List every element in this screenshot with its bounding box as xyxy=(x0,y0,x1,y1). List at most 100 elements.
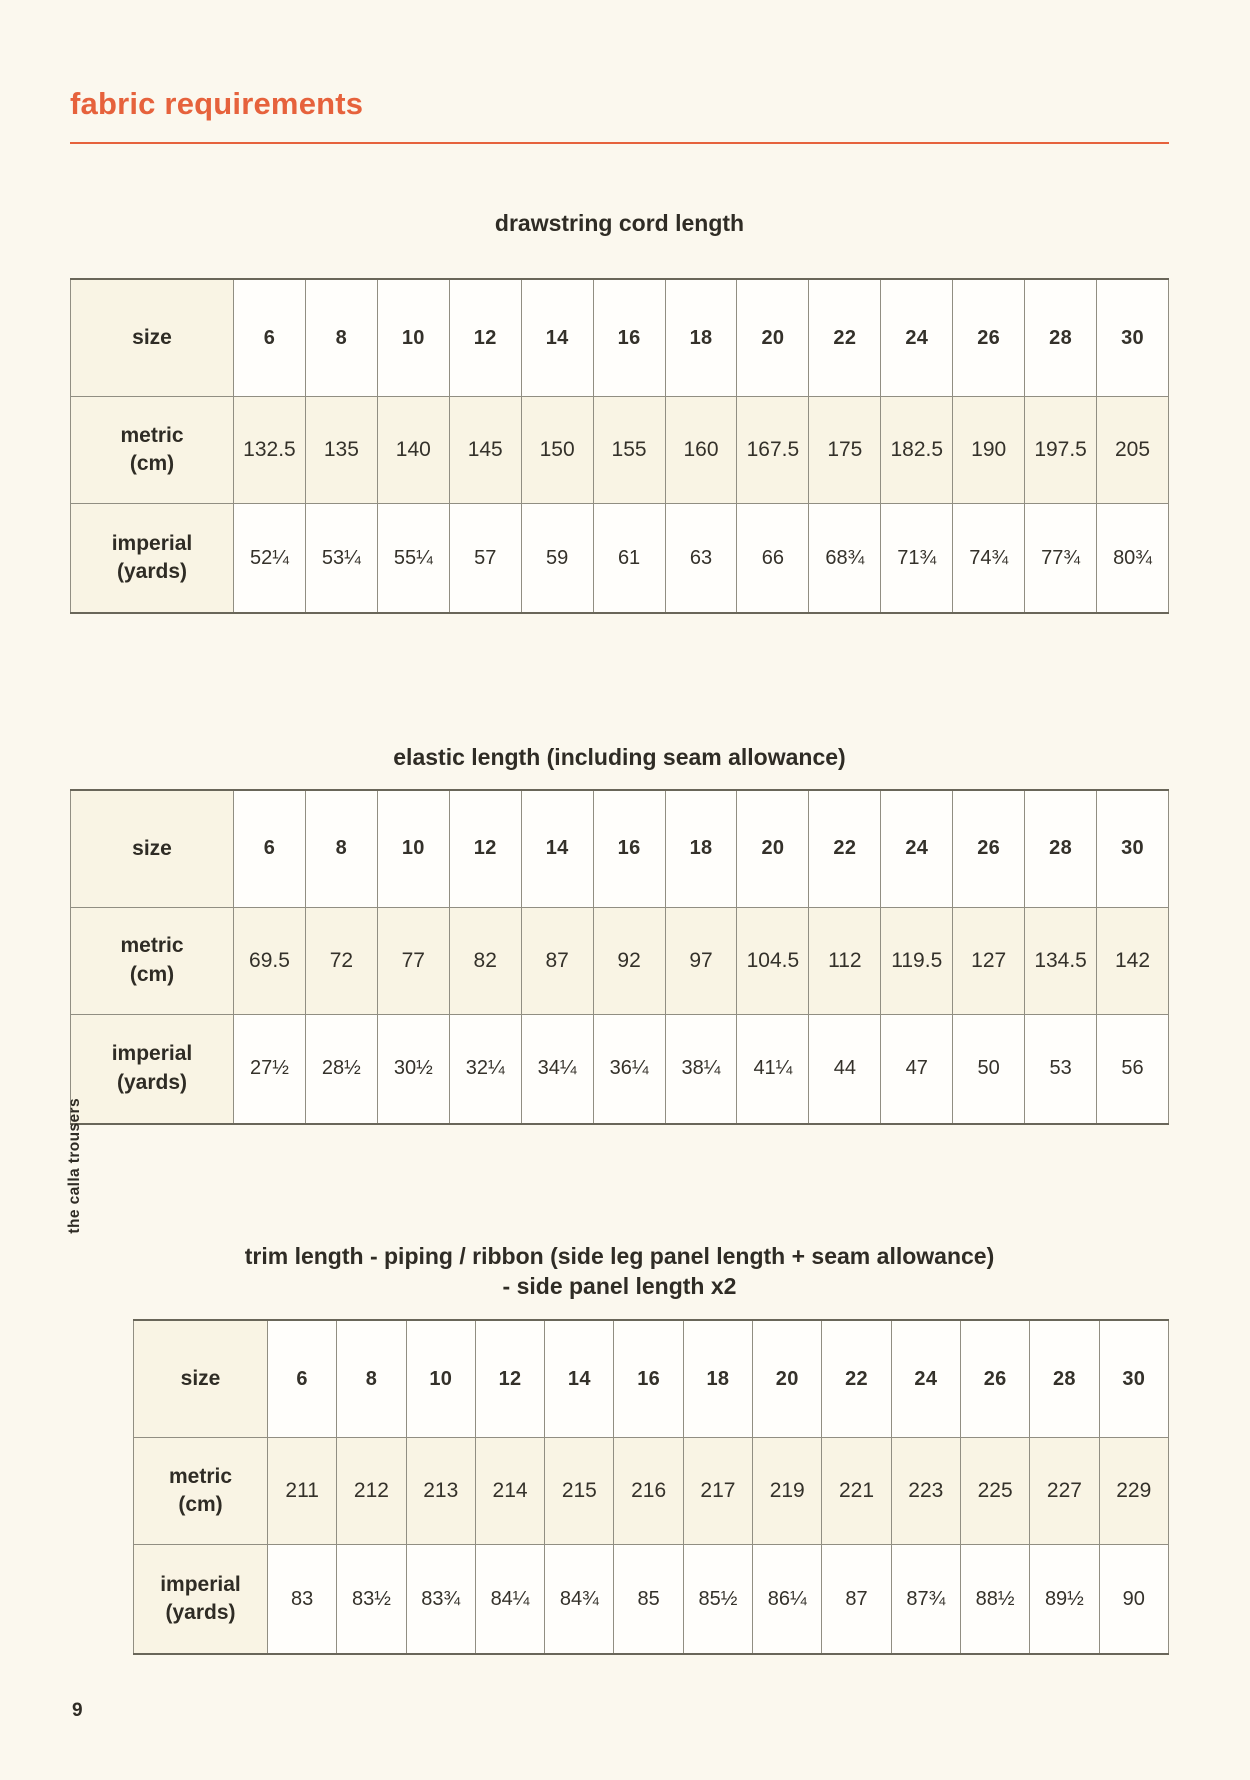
page-number: 9 xyxy=(72,1700,83,1721)
sizes-cell: 10 xyxy=(376,789,450,908)
metric-cell: 140 xyxy=(376,396,450,505)
elastic-length-section: elastic length (including seam allowance… xyxy=(70,742,1169,1125)
imperial-cell: 36¼ xyxy=(592,1013,666,1125)
table-title: elastic length (including seam allowance… xyxy=(70,742,1169,772)
metric-cell: 215 xyxy=(544,1437,615,1546)
sizes-cell: 8 xyxy=(304,789,378,908)
metric-cell: 214 xyxy=(474,1437,546,1546)
imperial-row-label: imperial (yards) xyxy=(70,503,234,614)
imperial-cell: 28½ xyxy=(304,1013,378,1125)
metric-cell: 227 xyxy=(1029,1437,1100,1546)
metric-cell: 225 xyxy=(959,1437,1031,1546)
sizes-cell: 28 xyxy=(1024,789,1098,908)
table-row: size 6 8 10 12 14 16 18 20 22 24 26 28 30 xyxy=(70,789,1169,908)
imperial-cell: 41¼ xyxy=(736,1013,810,1125)
metric-cell: 219 xyxy=(752,1437,823,1546)
imperial-cell: 66 xyxy=(736,503,810,614)
sizes-cell: 30 xyxy=(1096,278,1169,398)
imperial-cell: 44 xyxy=(808,1013,882,1125)
table-title: drawstring cord length xyxy=(70,208,1169,238)
sizes-cell: 24 xyxy=(880,789,954,908)
metric-row-label: metric (cm) xyxy=(70,396,234,505)
page-title: fabric requirements xyxy=(70,0,1169,144)
metric-cell: 134.5 xyxy=(1024,906,1098,1015)
sizes-cell: 18 xyxy=(664,278,738,398)
imperial-cell: 77¾ xyxy=(1024,503,1098,614)
metric-cell: 167.5 xyxy=(736,396,810,505)
metric-cell: 87 xyxy=(520,906,594,1015)
sizes-row-label: size xyxy=(70,789,234,908)
metric-cell: 92 xyxy=(592,906,666,1015)
sizes-cell: 6 xyxy=(233,278,306,398)
table-title-line: - side panel length x2 xyxy=(502,1273,737,1300)
metric-row-label: metric (cm) xyxy=(133,1437,268,1546)
sizes-row-label: size xyxy=(70,278,234,398)
imperial-cell: 71¾ xyxy=(880,503,954,614)
imperial-cell: 63 xyxy=(664,503,738,614)
metric-cell: 112 xyxy=(808,906,882,1015)
imperial-cell: 57 xyxy=(448,503,522,614)
imperial-cell: 83 xyxy=(266,1544,338,1655)
sizes-cell: 12 xyxy=(448,789,522,908)
metric-cell: 132.5 xyxy=(233,396,306,505)
metric-cell: 197.5 xyxy=(1024,396,1098,505)
imperial-cell: 85 xyxy=(613,1544,684,1655)
sizes-cell: 10 xyxy=(405,1319,476,1439)
imperial-cell: 89½ xyxy=(1029,1544,1100,1655)
drawstring-cord-length-table: size 6 8 10 12 14 16 18 20 22 24 26 28 30 metric (cm) 13… xyxy=(70,278,1169,615)
metric-cell: 205 xyxy=(1096,396,1169,505)
table-row: imperial (yards) 52¼ 53¼ 55¼ 57 59 61 63 66 68¾ 71¾… xyxy=(70,503,1169,614)
metric-cell: 127 xyxy=(952,906,1026,1015)
trim-length-table: size 6 8 10 12 14 16 18 20 22 24 26 28 30 metric (cm) 21… xyxy=(133,1319,1170,1656)
sizes-cell: 6 xyxy=(233,789,306,908)
imperial-cell: 47 xyxy=(880,1013,954,1125)
imperial-cell: 88½ xyxy=(959,1544,1031,1655)
metric-cell: 216 xyxy=(613,1437,684,1546)
metric-cell: 175 xyxy=(808,396,882,505)
sizes-cell: 28 xyxy=(1024,278,1098,398)
table-title-line: elastic length (including seam allowance… xyxy=(393,744,846,771)
imperial-cell: 87 xyxy=(821,1544,892,1655)
metric-cell: 77 xyxy=(376,906,450,1015)
sizes-cell: 20 xyxy=(752,1319,823,1439)
imperial-cell: 80¾ xyxy=(1096,503,1169,614)
metric-cell: 72 xyxy=(304,906,378,1015)
imperial-cell: 50 xyxy=(952,1013,1026,1125)
metric-cell: 142 xyxy=(1096,906,1169,1015)
sizes-cell: 18 xyxy=(664,789,738,908)
sizes-cell: 26 xyxy=(952,789,1026,908)
table-title-line: trim length - piping / ribbon (side leg … xyxy=(244,1242,995,1269)
metric-cell: 135 xyxy=(304,396,378,505)
metric-cell: 221 xyxy=(821,1437,892,1546)
imperial-row-label: imperial (yards) xyxy=(70,1013,234,1125)
sizes-cell: 20 xyxy=(736,789,810,908)
sizes-cell: 14 xyxy=(520,278,594,398)
metric-cell: 119.5 xyxy=(880,906,954,1015)
sizes-cell: 22 xyxy=(808,278,882,398)
sizes-cell: 24 xyxy=(890,1319,961,1439)
sizes-cell: 14 xyxy=(520,789,594,908)
sizes-cell: 30 xyxy=(1098,1319,1170,1439)
sizes-cell: 24 xyxy=(880,278,954,398)
imperial-cell: 86¼ xyxy=(752,1544,823,1655)
sizes-cell: 8 xyxy=(336,1319,407,1439)
table-row: size 6 8 10 12 14 16 18 20 22 24 26 28 30 xyxy=(133,1319,1170,1439)
imperial-cell: 27½ xyxy=(233,1013,306,1125)
sizes-cell: 30 xyxy=(1096,789,1169,908)
drawstring-cord-length-section: drawstring cord length size 6 8 10 12 14 16 18 2… xyxy=(70,208,1169,615)
imperial-cell: 52¼ xyxy=(233,503,306,614)
table-row: imperial (yards) 27½ 28½ 30½ 32¼ 34¼ 36¼ 38¼ 41¼ 4… xyxy=(70,1013,1169,1125)
metric-cell: 69.5 xyxy=(233,906,306,1015)
sizes-cell: 28 xyxy=(1029,1319,1100,1439)
imperial-cell: 53 xyxy=(1024,1013,1098,1125)
sizes-cell: 20 xyxy=(736,278,810,398)
sizes-cell: 16 xyxy=(613,1319,684,1439)
imperial-cell: 34¼ xyxy=(520,1013,594,1125)
sizes-cell: 22 xyxy=(808,789,882,908)
metric-cell: 217 xyxy=(682,1437,754,1546)
metric-cell: 150 xyxy=(520,396,594,505)
imperial-cell: 87¾ xyxy=(890,1544,961,1655)
imperial-row-label: imperial (yards) xyxy=(133,1544,268,1655)
metric-cell: 213 xyxy=(405,1437,476,1546)
metric-cell: 211 xyxy=(266,1437,338,1546)
